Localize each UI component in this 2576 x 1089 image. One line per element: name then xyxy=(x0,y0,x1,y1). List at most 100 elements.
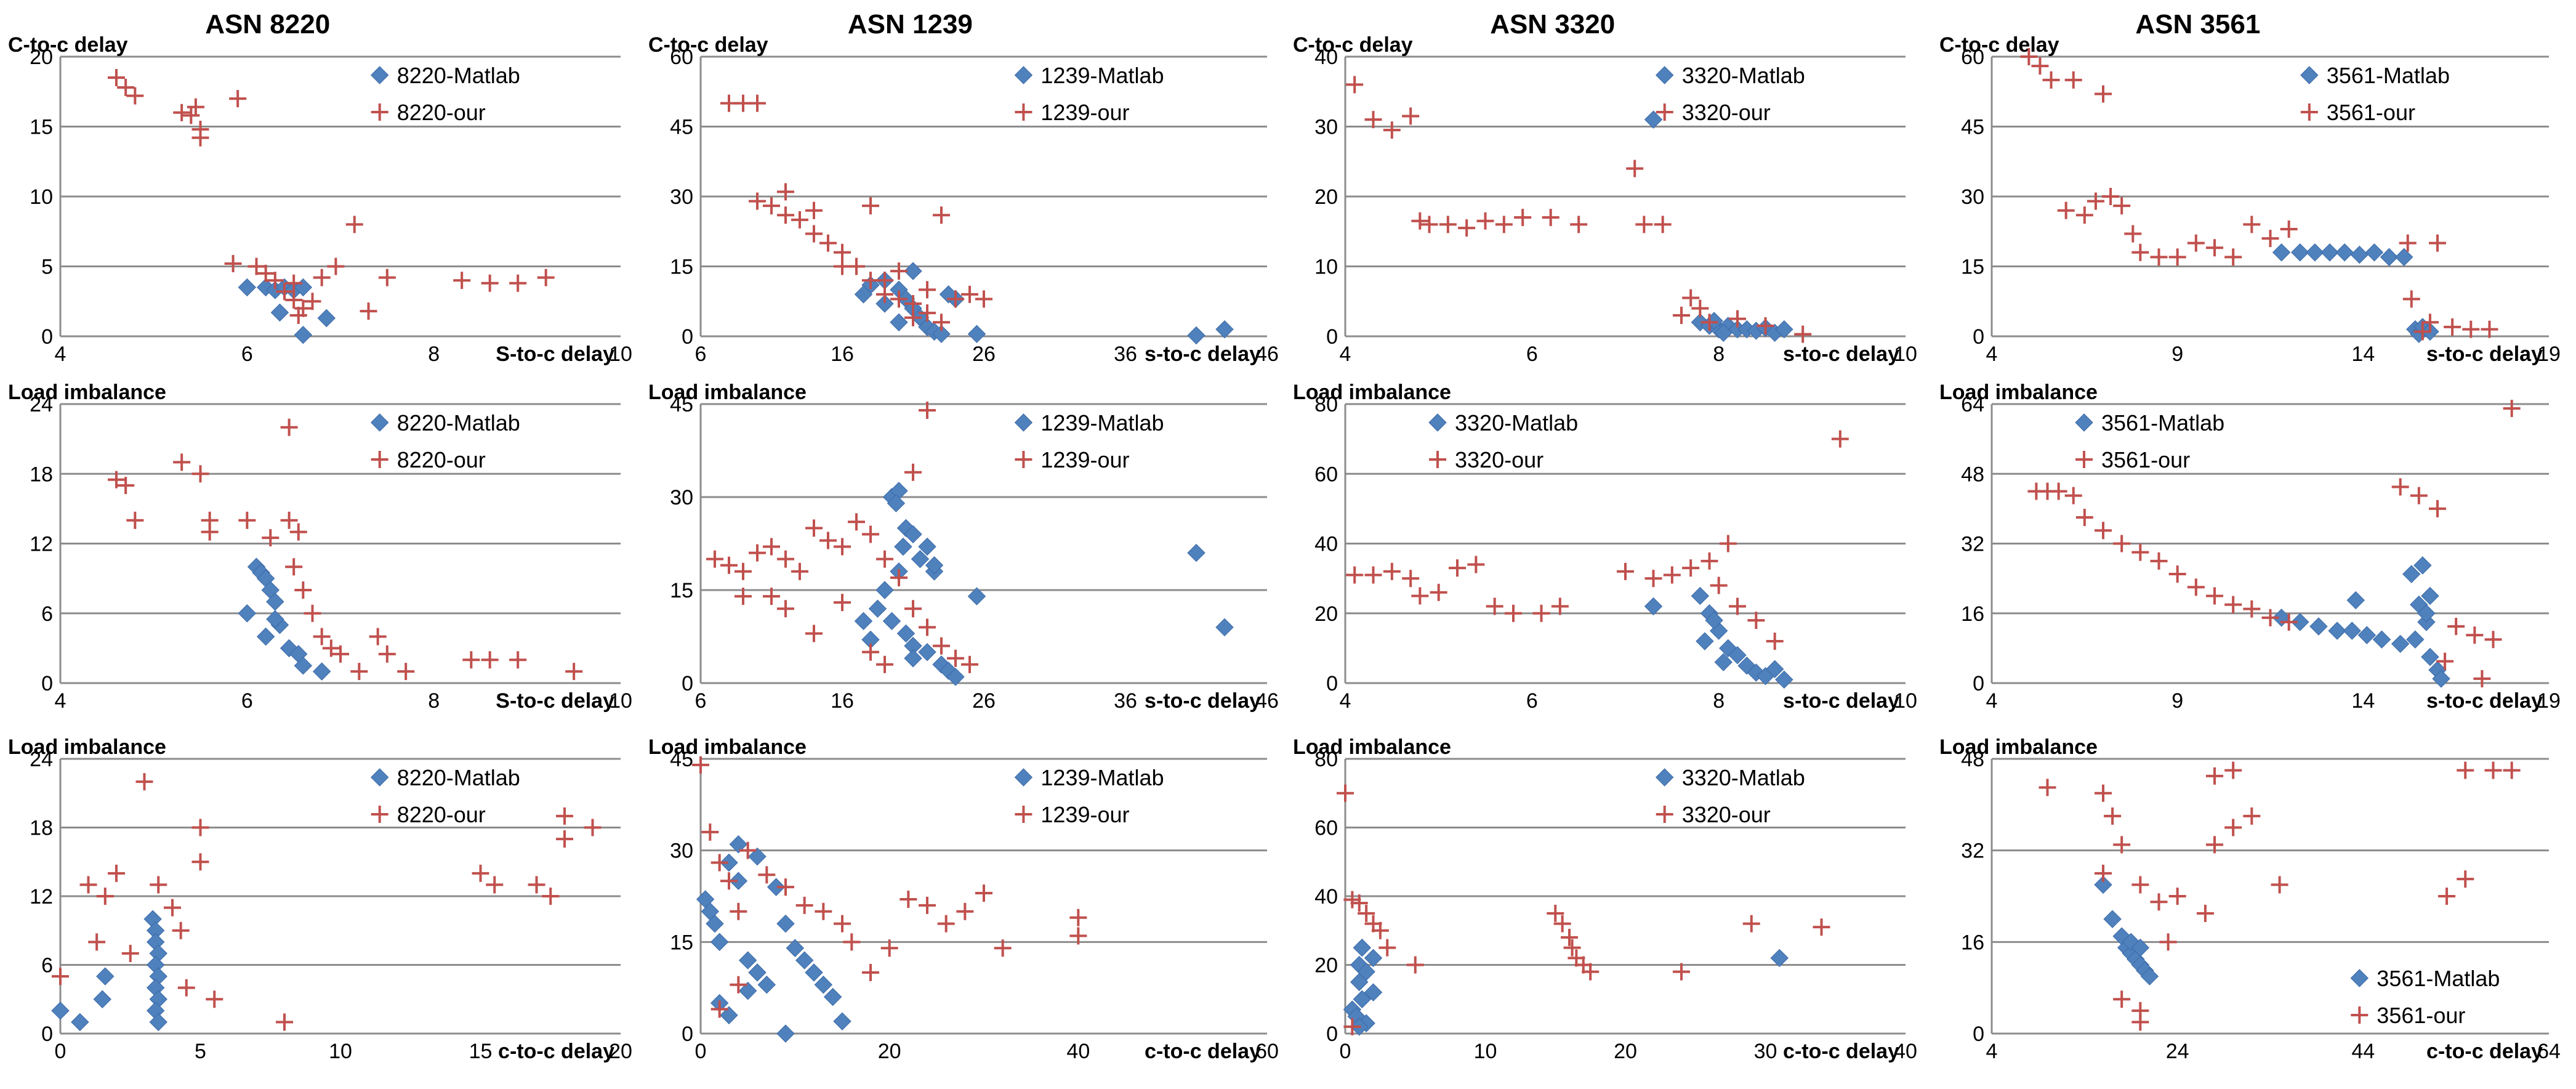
data-point-diamond xyxy=(294,656,313,675)
x-tick-label: 60 xyxy=(1255,1040,1279,1063)
series-8220-our xyxy=(108,69,555,324)
data-point-plus xyxy=(262,529,280,547)
data-point-plus xyxy=(229,90,247,108)
data-point-diamond xyxy=(805,963,823,982)
data-point-diamond xyxy=(854,612,873,631)
data-point-plus xyxy=(1757,317,1774,334)
data-point-diamond xyxy=(911,549,930,569)
data-point-diamond xyxy=(71,1013,89,1032)
panel-1-1: 0 5 10 15 20 4 6 8 10 ASN 8220 C-to-c delay S-to-c … xyxy=(8,9,632,366)
data-point-diamond xyxy=(2406,630,2425,649)
series-3561-matlab xyxy=(2272,243,2439,343)
data-point-diamond xyxy=(2309,617,2328,636)
data-point-diamond xyxy=(2421,586,2439,605)
x-axis-label: s-to-c delay xyxy=(1145,342,1261,366)
data-point-plus xyxy=(904,463,922,481)
data-point-plus xyxy=(2271,876,2288,894)
y-tick-label: 48 xyxy=(1961,463,1984,486)
y-axis-label: C-to-c delay xyxy=(648,33,768,57)
legend-label: 3320-Matlab xyxy=(1682,765,1805,790)
legend: 8220-Matlab 8220-our xyxy=(370,63,520,125)
data-point-diamond xyxy=(2350,245,2369,264)
data-point-plus xyxy=(2064,71,2082,89)
data-point-plus xyxy=(1729,310,1746,328)
data-point-diamond xyxy=(748,963,767,982)
data-point-plus xyxy=(2421,314,2439,331)
data-point-plus xyxy=(2224,596,2242,613)
data-point-plus xyxy=(919,618,936,636)
legend-marker-plus xyxy=(1015,103,1032,121)
data-point-plus xyxy=(1486,597,1503,615)
data-point-diamond xyxy=(2335,243,2354,262)
data-point-plus xyxy=(565,663,583,681)
data-point-plus xyxy=(117,78,135,96)
y-tick-label: 80 xyxy=(1314,393,1338,416)
legend: 3561-Matlab 3561-our xyxy=(2300,63,2450,125)
data-point-plus xyxy=(280,418,298,436)
series-8220-matlab xyxy=(238,557,331,681)
data-point-plus xyxy=(1570,216,1588,233)
panel-3-1: 0 6 12 18 24 0 5 10 15 20 Load imbalance c-to-c del… xyxy=(8,735,632,1063)
x-axis-label: c-to-c delay xyxy=(498,1040,614,1063)
data-point-diamond xyxy=(270,303,289,322)
data-point-plus xyxy=(805,625,823,642)
data-point-plus xyxy=(2243,216,2261,233)
data-point-plus xyxy=(834,594,851,612)
x-tick-label: 8 xyxy=(1713,689,1725,713)
y-tick-label: 30 xyxy=(1314,116,1338,139)
data-point-plus xyxy=(763,538,780,556)
y-axis-label: Load imbalance xyxy=(1293,381,1451,404)
data-point-plus xyxy=(2113,990,2131,1008)
x-axis-label: s-to-c delay xyxy=(1145,689,1261,713)
x-tick-label: 10 xyxy=(1474,1040,1497,1063)
data-point-plus xyxy=(453,272,471,289)
legend-label: 8220-Matlab xyxy=(397,410,520,435)
data-point-diamond xyxy=(2306,243,2324,262)
data-point-plus xyxy=(735,562,752,580)
data-point-plus xyxy=(1547,904,1564,922)
data-point-plus xyxy=(904,600,922,618)
y-tick-label: 0 xyxy=(682,1022,693,1046)
data-point-plus xyxy=(285,291,303,309)
x-tick-label: 6 xyxy=(1526,342,1538,366)
data-point-plus xyxy=(2224,248,2242,266)
data-point-plus xyxy=(2410,487,2428,504)
data-point-plus xyxy=(900,890,917,908)
x-axis-label: c-to-c delay xyxy=(2426,1040,2543,1063)
legend-label: 3561-our xyxy=(2377,1003,2465,1028)
data-point-plus xyxy=(2243,600,2261,618)
data-point-plus xyxy=(2131,876,2149,894)
data-point-diamond xyxy=(2402,565,2421,583)
data-point-plus xyxy=(1350,894,1368,912)
data-point-plus xyxy=(266,272,284,289)
y-tick-label: 16 xyxy=(1961,931,1984,954)
data-point-diamond xyxy=(2346,591,2365,610)
data-point-plus xyxy=(2095,85,2112,103)
legend-label: 3320-Matlab xyxy=(1682,63,1805,88)
data-point-diamond xyxy=(918,642,936,662)
x-tick-label: 8 xyxy=(428,342,440,366)
data-point-plus xyxy=(1514,209,1532,227)
x-tick-label: 6 xyxy=(241,342,253,366)
data-point-plus xyxy=(805,201,823,219)
legend-marker-plus xyxy=(371,103,388,121)
data-point-plus xyxy=(848,513,865,531)
y-tick-label: 0 xyxy=(41,325,53,349)
data-point-plus xyxy=(1346,566,1364,584)
data-point-plus xyxy=(1343,1018,1361,1035)
chart-title: ASN 8220 xyxy=(205,9,330,39)
x-tick-label: 16 xyxy=(831,342,854,366)
data-point-plus xyxy=(378,645,396,663)
data-point-plus xyxy=(201,523,219,541)
data-point-plus xyxy=(2261,230,2279,248)
data-point-plus xyxy=(904,309,922,326)
data-point-plus xyxy=(805,225,823,243)
data-point-diamond xyxy=(904,649,922,668)
y-tick-label: 20 xyxy=(1314,602,1338,626)
x-tick-label: 5 xyxy=(195,1040,206,1063)
data-point-plus xyxy=(224,254,242,272)
data-point-diamond xyxy=(729,835,748,854)
x-tick-label: 4 xyxy=(1986,689,1998,713)
series-3320-matlab xyxy=(1644,110,1793,342)
data-point-plus xyxy=(2399,234,2417,252)
